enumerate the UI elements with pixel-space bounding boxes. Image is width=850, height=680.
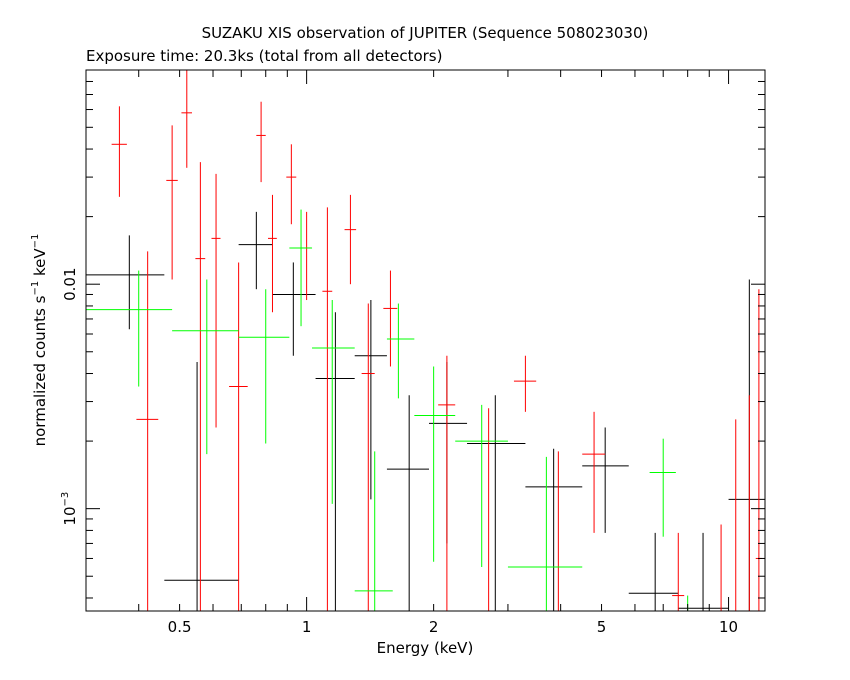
data-point bbox=[272, 262, 316, 356]
data-point bbox=[438, 355, 456, 611]
x-axis-label: Energy (keV) bbox=[377, 639, 474, 657]
data-point bbox=[164, 362, 239, 611]
data-point bbox=[455, 404, 508, 567]
data-point bbox=[136, 251, 159, 611]
y-axis-label-main: normalized counts s bbox=[31, 295, 49, 446]
x-tick-label: 5 bbox=[597, 618, 607, 636]
y-tick-label-base: 10 bbox=[61, 506, 79, 525]
series-3 bbox=[86, 209, 690, 612]
chart-subtitle: Exposure time: 20.3ks (total from all de… bbox=[86, 47, 442, 65]
data-point bbox=[383, 270, 398, 367]
data-point bbox=[649, 438, 676, 537]
data-point bbox=[229, 262, 248, 611]
series-1 bbox=[86, 211, 765, 611]
x-tick-label: 10 bbox=[719, 618, 738, 636]
data-point bbox=[86, 270, 173, 387]
data-point bbox=[238, 289, 290, 444]
data-point bbox=[354, 451, 393, 611]
data-point bbox=[312, 300, 355, 504]
y-tick-label: 0.01 bbox=[61, 267, 79, 300]
data-point bbox=[386, 395, 429, 611]
data-point bbox=[672, 532, 685, 611]
data-point bbox=[86, 235, 165, 330]
data-point bbox=[467, 395, 526, 611]
y-axis-label-exp2: −1 bbox=[30, 234, 41, 249]
y-tick-label-base: 0.01 bbox=[61, 267, 79, 300]
y-axis-label-mid: keV bbox=[31, 248, 49, 281]
data-point bbox=[289, 209, 313, 327]
data-point bbox=[513, 355, 537, 412]
y-tick-label-exponent: −3 bbox=[60, 492, 71, 507]
data-point bbox=[361, 303, 375, 611]
data-point bbox=[286, 144, 297, 225]
data-point bbox=[386, 303, 415, 399]
data-point bbox=[181, 70, 193, 168]
x-tick-label: 1 bbox=[302, 618, 312, 636]
data-point bbox=[268, 194, 277, 313]
data-point bbox=[211, 173, 221, 428]
data-point bbox=[111, 106, 127, 197]
data-point bbox=[628, 532, 679, 611]
y-tick-label: 10−3 bbox=[60, 492, 79, 526]
y-axis-label: normalized counts s−1 keV−1 bbox=[30, 234, 49, 447]
y-axis-label-exp1: −1 bbox=[30, 281, 41, 296]
data-point bbox=[322, 207, 333, 611]
plot-frame bbox=[85, 69, 766, 612]
data-point bbox=[678, 532, 729, 611]
data-point bbox=[414, 366, 456, 562]
data-point bbox=[354, 300, 387, 500]
data-point bbox=[582, 411, 606, 533]
data-point bbox=[344, 194, 357, 285]
x-tick-label: 0.5 bbox=[168, 618, 192, 636]
chart-title: SUZAKU XIS observation of JUPITER (Seque… bbox=[202, 24, 649, 42]
data-point bbox=[582, 427, 629, 533]
data-point bbox=[315, 312, 355, 611]
data-point bbox=[507, 456, 583, 611]
data-point bbox=[172, 279, 239, 455]
data-point bbox=[238, 211, 273, 290]
x-tick-label: 2 bbox=[429, 618, 439, 636]
data-point bbox=[195, 162, 206, 611]
data-series-layer bbox=[86, 70, 765, 612]
data-point bbox=[166, 125, 178, 280]
data-point bbox=[256, 101, 266, 183]
data-point bbox=[525, 448, 583, 611]
